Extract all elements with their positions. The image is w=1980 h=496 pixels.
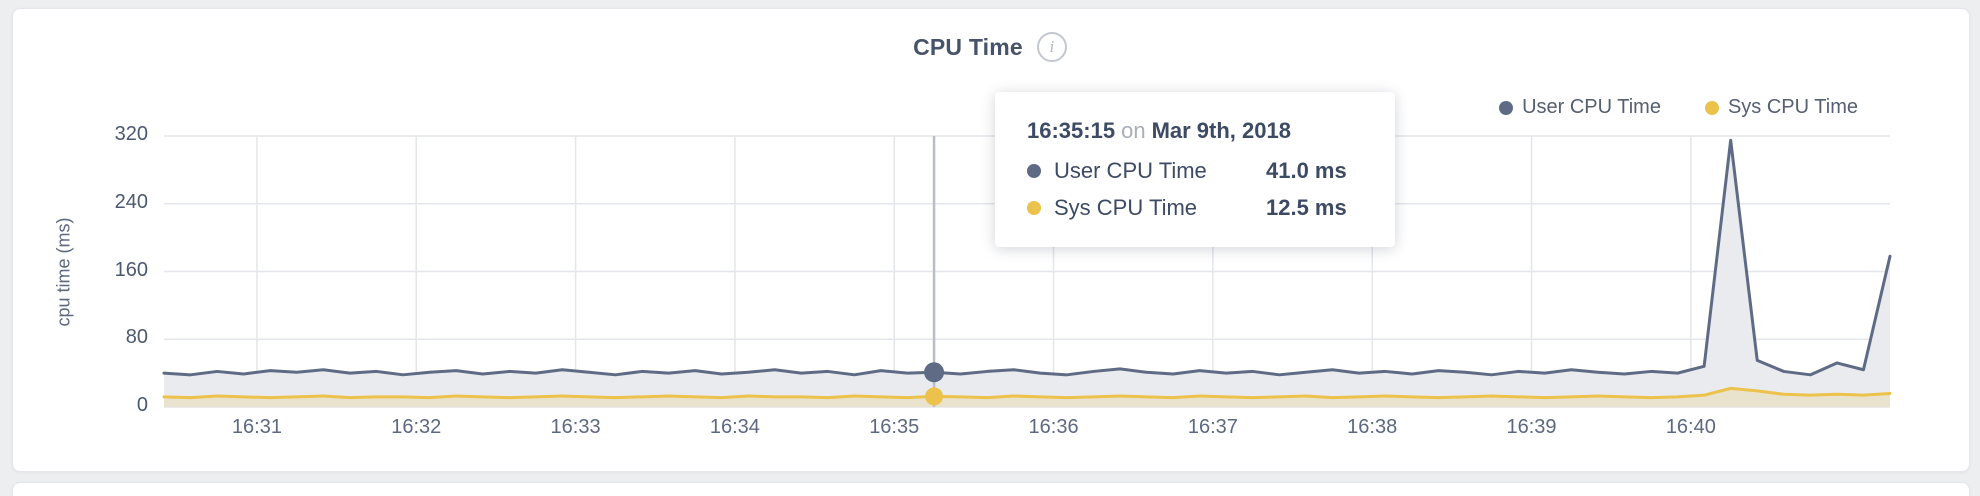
legend-item-sys-cpu-time[interactable]: Sys CPU Time bbox=[1704, 96, 1858, 119]
user-cpu-line bbox=[162, 138, 1892, 377]
chart-title: CPU Time bbox=[913, 33, 1023, 60]
y-tick-label: 80 bbox=[125, 326, 148, 349]
legend-label-user: User CPU Time bbox=[1522, 96, 1661, 118]
tooltip-row-value: 12.5 ms bbox=[1266, 195, 1347, 220]
x-tick-label: 16:40 bbox=[1665, 416, 1716, 438]
x-tick-label: 16:38 bbox=[1347, 416, 1398, 438]
y-tick-label: 0 bbox=[136, 394, 148, 416]
next-panel-top-edge bbox=[12, 482, 1970, 496]
user-hover-dot bbox=[924, 362, 945, 383]
tooltip-row-label: User CPU Time bbox=[1054, 158, 1207, 183]
sys-hover-dot bbox=[925, 387, 944, 406]
sys-cpu-line bbox=[162, 386, 1892, 400]
legend-dot-sys-icon bbox=[1704, 100, 1719, 115]
chart-header: CPU Time i bbox=[0, 32, 1980, 62]
tooltip-row-user: User CPU Time 41.0 ms bbox=[1027, 158, 1363, 184]
x-tick-label: 16:36 bbox=[1028, 416, 1079, 438]
legend-item-user-cpu-time[interactable]: User CPU Time bbox=[1499, 96, 1661, 119]
y-tick-label: 320 bbox=[114, 123, 148, 145]
x-tick-label: 16:39 bbox=[1506, 416, 1557, 438]
legend-label-sys: Sys CPU Time bbox=[1727, 96, 1858, 118]
y-tick-label: 160 bbox=[114, 258, 148, 281]
tooltip-sys-dot-icon bbox=[1027, 201, 1041, 215]
tooltip-user-dot-icon bbox=[1027, 164, 1041, 178]
x-tick-label: 16:37 bbox=[1187, 416, 1238, 438]
tooltip-row-label: Sys CPU Time bbox=[1054, 195, 1198, 220]
hover-tooltip: 16:35:15 on Mar 9th, 2018 User CPU Time 41… bbox=[995, 92, 1395, 247]
chart-legend: User CPU Time Sys CPU Time bbox=[1499, 96, 1858, 119]
x-tick-label: 16:33 bbox=[550, 416, 601, 438]
y-axis-label: cpu time (ms) bbox=[53, 217, 74, 327]
x-tick-label: 16:35 bbox=[869, 416, 920, 438]
tooltip-date: Mar 9th, 2018 bbox=[1151, 118, 1291, 143]
tooltip-row-value: 41.0 ms bbox=[1266, 158, 1347, 183]
user-cpu-area bbox=[164, 140, 1890, 407]
info-icon-glyph: i bbox=[1049, 37, 1055, 56]
x-tick-label: 16:31 bbox=[231, 416, 282, 438]
legend-dot-user-icon bbox=[1499, 100, 1514, 115]
info-icon[interactable]: i bbox=[1036, 32, 1067, 62]
x-tick-label: 16:34 bbox=[709, 416, 760, 438]
y-tick-label: 240 bbox=[114, 190, 148, 213]
x-tick-label: 16:32 bbox=[391, 416, 442, 438]
tooltip-row-sys: Sys CPU Time 12.5 ms bbox=[1027, 195, 1363, 221]
tooltip-on-word: on bbox=[1121, 118, 1146, 143]
tooltip-time: 16:35:15 bbox=[1027, 118, 1116, 143]
tooltip-header: 16:35:15 on Mar 9th, 2018 bbox=[1027, 118, 1363, 144]
